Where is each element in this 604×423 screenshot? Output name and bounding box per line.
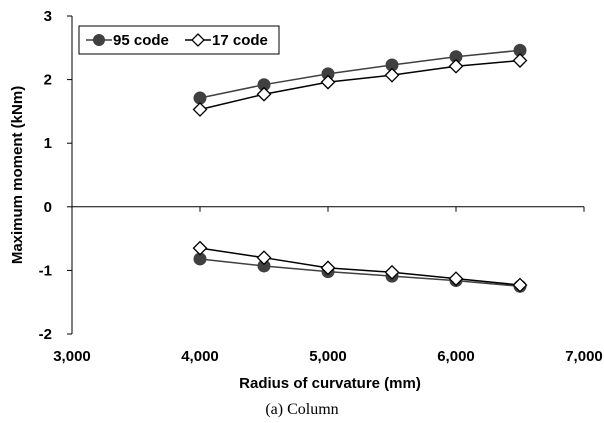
data-point-17-code — [192, 102, 208, 117]
series-line-17-code — [199, 247, 521, 286]
data-point-17-code — [448, 58, 464, 74]
series-line-17-code — [199, 59, 521, 111]
data-point-17-code — [512, 53, 528, 68]
y-tick-label: 3 — [44, 8, 52, 25]
data-point-17-code — [320, 260, 336, 276]
data-point-17-code — [256, 86, 272, 102]
data-point-17-code — [384, 264, 400, 280]
legend-box — [78, 25, 280, 55]
series-line-95-code — [199, 258, 521, 288]
chart-axes — [71, 16, 584, 334]
data-point-95-code — [193, 91, 207, 105]
data-point-95-code — [449, 50, 463, 64]
data-point-17-code — [448, 271, 464, 287]
data-point-17-code — [512, 277, 528, 293]
data-point-95-code — [193, 252, 207, 266]
legend-marker-95-code — [93, 34, 105, 46]
y-tick-label: -2 — [39, 326, 52, 343]
data-point-95-code — [257, 78, 271, 92]
data-point-17-code — [256, 250, 272, 266]
legend: 95 code 17 code — [78, 25, 280, 55]
x-tick-label: 7,000 — [565, 348, 603, 365]
legend-label-95-code: 95 code — [113, 32, 169, 49]
data-point-95-code — [385, 58, 399, 72]
data-point-95-code — [513, 43, 527, 57]
y-tick-label: 2 — [44, 72, 52, 89]
data-point-95-code — [321, 67, 335, 81]
figure-caption: (a) Column — [265, 401, 338, 418]
y-tick-label: 0 — [44, 199, 52, 216]
x-axis-title: Radius of curvature (mm) — [239, 375, 421, 392]
x-tick-label: 5,000 — [309, 348, 347, 365]
chart-ticks: -2 -1 0 1 2 3 3,000 4,000 5,000 6,000 7,000 — [39, 8, 603, 365]
legend-marker-17-code — [191, 33, 205, 47]
data-point-17-code — [320, 74, 336, 90]
x-tick-label: 4,000 — [181, 348, 219, 365]
data-point-95-code — [257, 259, 271, 273]
series-line-95-code — [199, 49, 521, 99]
y-tick-label: 1 — [44, 135, 52, 152]
x-tick-label: 3,000 — [53, 348, 91, 365]
legend-label-17-code: 17 code — [212, 32, 268, 49]
data-point-17-code — [384, 67, 400, 83]
x-tick-label: 6,000 — [437, 348, 475, 365]
y-axis-title: Maximum moment (kNm) — [9, 86, 26, 264]
chart-series — [192, 43, 528, 293]
data-point-17-code — [192, 240, 208, 256]
y-tick-label: -1 — [39, 262, 52, 279]
